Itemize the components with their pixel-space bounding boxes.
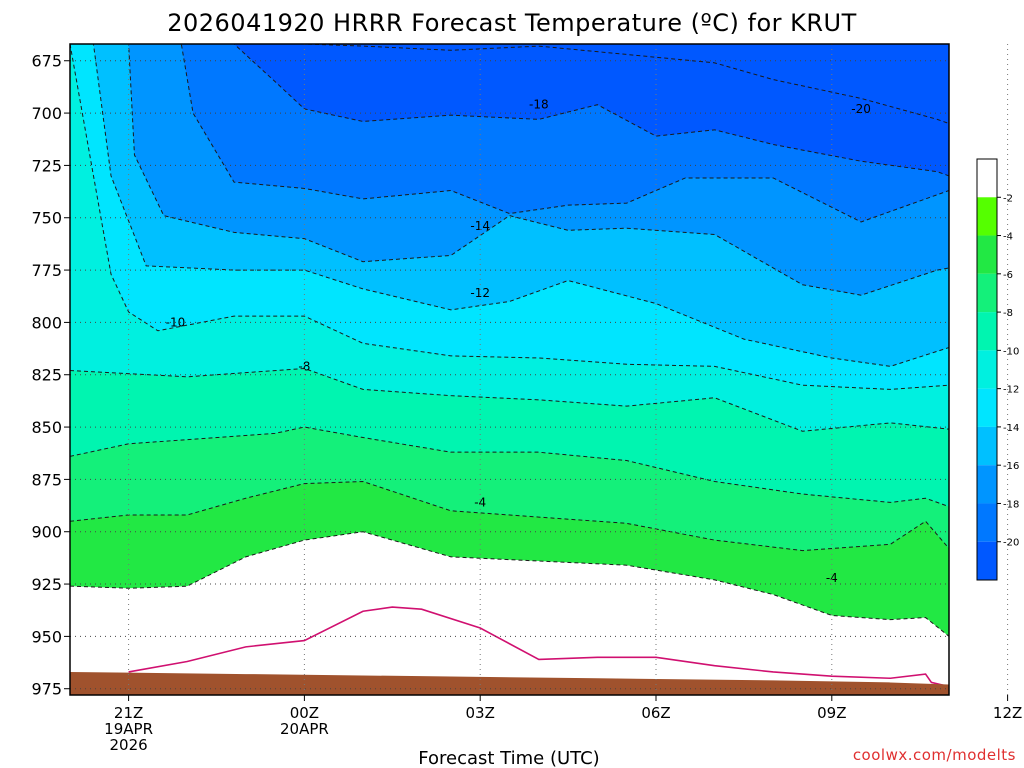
contour-label: -12 [470,286,490,300]
contour-label: -8 [298,359,310,373]
x-tick-label: 09Z [817,704,846,722]
colorbar-swatch [977,350,997,389]
chart-title: 2026041920 HRRR Forecast Temperature (ºC… [167,9,857,37]
plot-frame [69,43,950,696]
y-tick-label: 825 [31,366,62,385]
x-tick-label: 03Z [466,704,495,722]
isotherm--10 [70,44,949,390]
isotherm--18 [70,44,949,177]
colorbar-label: -2 [1003,193,1013,204]
contour-label: -4 [826,571,838,585]
terrain [70,671,949,695]
colorbar-swatch [977,465,997,504]
y-tick-label: 675 [31,52,62,71]
colorbar-label: -20 [1003,538,1019,549]
colorbar-label: -10 [1003,346,1019,357]
isotherm--4 [70,480,949,552]
isotherm--16 [70,44,949,223]
colorbar: -2 -4 -6 -8 -10 -12 -14 -16 -18 -20 [976,158,1019,581]
colorbar-label: -14 [1003,423,1019,434]
colorbar-label: -8 [1003,308,1013,319]
y-tick-label: 750 [31,209,62,228]
colorbar-swatch [977,273,997,313]
colorbar-label: -16 [1003,461,1019,472]
isotherm--2 [70,531,949,637]
isotherm--6 [70,426,949,508]
isotherm--20 [70,44,949,125]
y-tick-label: 700 [31,104,62,123]
y-axis-ticks: 675 700 725 750 775 800 825 850 875 900 925 950 975 [31,52,70,699]
band--18 [70,44,949,176]
x-tick-label: 06Z [641,704,670,722]
x-tick-label: 2026 [110,736,148,754]
contour-label: -18 [529,98,549,112]
gridlines [70,44,1009,695]
colorbar-swatch [977,426,997,466]
colorbar-frame [976,158,998,581]
colorbar-swatch [977,541,997,580]
colorbar-label: -12 [1003,385,1019,396]
colorbar-label: -18 [1003,499,1019,510]
x-tick-label: 19APR [104,720,153,738]
colorbar-swatch [977,388,997,427]
colorbar-swatch [977,312,997,351]
y-tick-label: 975 [31,680,62,699]
y-tick-label: 800 [31,313,62,332]
y-tick-label: 850 [31,418,62,437]
y-tick-label: 950 [31,627,62,646]
contour-label: -4 [474,495,486,509]
y-tick-label: 925 [31,575,62,594]
x-tick-label: 20APR [280,720,329,738]
freezing-line [128,606,949,688]
y-tick-label: 725 [31,156,62,175]
x-tick-label: 21Z [114,704,143,722]
colorbar-swatch [977,159,997,198]
isotherm--12 [70,44,949,367]
y-tick-label: 900 [31,523,62,542]
y-tick-label: 775 [31,261,62,280]
isotherm--8 [70,367,949,432]
contour-label: -20 [851,102,871,116]
contour-label: -14 [470,219,490,233]
colorbar-swatch [977,503,997,542]
y-tick-label: 875 [31,470,62,489]
band--20 [70,44,949,124]
x-tick-label: 12Z [993,704,1022,722]
colorbar-swatch [977,235,997,274]
colorbar-swatch [977,197,997,236]
colorbar-label: -6 [1003,270,1013,281]
credit-text: coolwx.com/modelts [853,746,1016,764]
x-axis-label: Forecast Time (UTC) [418,748,599,768]
colorbar-label: -4 [1003,232,1013,243]
x-tick-label: 00Z [290,704,319,722]
plot-area: -18-20-14-12-10-8-6-4-4-2 [70,44,949,695]
